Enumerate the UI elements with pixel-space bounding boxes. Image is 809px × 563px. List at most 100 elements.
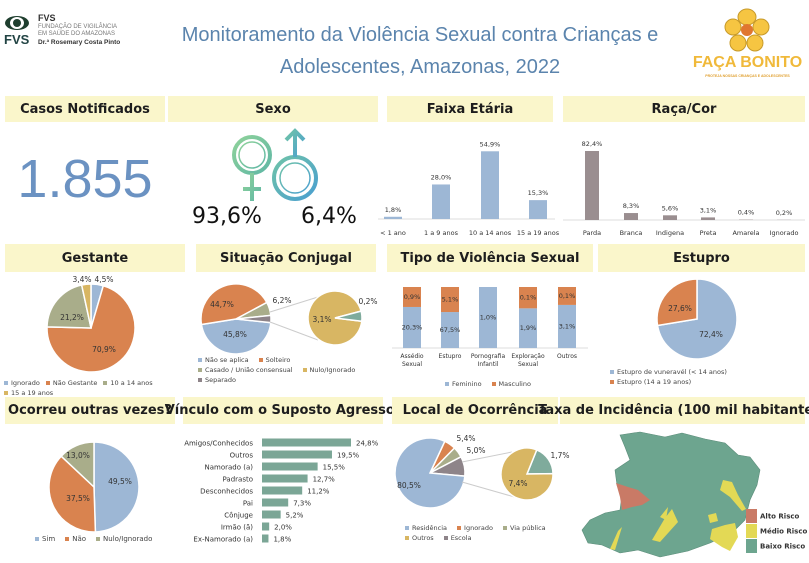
faixa-bar	[481, 151, 499, 219]
gestante-slice	[46, 284, 136, 373]
tipo-category-label: Sexual	[402, 361, 422, 368]
tipo-bar-masculino	[558, 287, 576, 305]
local-sub-slice	[500, 447, 554, 501]
map-region-medio-risco	[610, 480, 746, 551]
legend-label: Escola	[450, 534, 472, 542]
legend-item: Separado	[198, 376, 236, 384]
tipo-bar-feminino	[479, 287, 497, 348]
legend-label: Não Gestante	[52, 379, 98, 387]
vinculo-category-label: Ex-Namorado (a)	[193, 536, 253, 544]
legend-swatch	[445, 382, 449, 386]
local-connector	[461, 451, 513, 463]
local-label: 5,0%	[466, 446, 485, 455]
fvs-logo-line3: Dr.ª Rosemary Costa Pinto	[38, 39, 121, 46]
vinculo-bar	[262, 486, 303, 495]
legend-item: Masculino	[491, 380, 531, 388]
legend-label: Estupro (14 a 19 anos)	[617, 378, 692, 386]
fvs-logo-line2: EM SAÚDE DO AMAZONAS	[38, 31, 116, 37]
legend-item: Feminino	[445, 380, 482, 388]
vinculo-bar	[262, 498, 289, 507]
map-legend-medio: Médio Risco	[760, 528, 807, 536]
vinculo-bar	[262, 438, 351, 447]
tipo-category-label: Estupro	[439, 353, 462, 360]
ocorreu-slice	[93, 441, 140, 533]
raca-category-label: Preta	[700, 229, 717, 237]
sexo-masculino-value: 6,4%	[301, 204, 357, 229]
gestante-label: 3,4%	[72, 275, 91, 284]
raca-category-label: Indigena	[656, 229, 684, 237]
faixa-bar	[432, 184, 450, 219]
tipo-bar-feminino	[558, 304, 576, 348]
situacao-label: 6,2%	[272, 296, 291, 305]
raca-data-label: 0,2%	[776, 209, 793, 217]
gestante-header: Gestante	[5, 244, 185, 272]
tipo-data-label: 3,1%	[559, 322, 576, 330]
legend-item: Ignorado	[457, 524, 493, 532]
vinculo-category-label: Padrasto	[223, 476, 253, 484]
ocorreu-slice	[48, 455, 97, 533]
gestante-slice	[46, 284, 92, 329]
vinculo-category-label: Outros	[230, 452, 254, 460]
tipo-legend: Feminino Masculino	[445, 380, 531, 388]
faixa-data-label: 1,8%	[385, 206, 402, 214]
legend-item: Nulo/Ignorado	[302, 366, 355, 374]
raca-data-label: 82,4%	[582, 140, 603, 148]
page-title-line2: Adolescentes, Amazonas, 2022	[279, 56, 561, 78]
vinculo-data-label: 15,5%	[323, 464, 346, 472]
mapa-header: Taxa de Incidência (100 mil habitantes)	[538, 397, 809, 424]
legend-label: Sim	[42, 535, 56, 543]
situacao-connector	[269, 296, 319, 313]
fvs-logo: FVS FVS FUNDAÇÃO DE VIGILÂNCIA EM SAÚDE …	[4, 12, 154, 54]
raca-category-label: Amarela	[732, 229, 759, 237]
legend-swatch	[103, 381, 108, 385]
legend-swatch	[302, 368, 307, 372]
legend-label: Estupro de vuneravél (< 14 anos)	[617, 368, 727, 376]
legend-swatch	[198, 368, 202, 372]
faixa-bar	[529, 200, 547, 219]
legend-label: 10 a 14 anos	[110, 379, 153, 387]
legend-swatch	[96, 537, 101, 541]
estupro-legend: Estupro de vuneravél (< 14 anos) Estupro …	[610, 368, 800, 386]
ocorreu-label: 37,5%	[66, 494, 90, 503]
ocorreu-label: 49,5%	[108, 477, 132, 486]
tipo-data-label: 1,0%	[480, 314, 497, 322]
legend-item: Via pública	[502, 524, 546, 532]
tipo-data-label: 5,1%	[442, 296, 459, 304]
tipo-category-label: Pornografia	[471, 353, 506, 360]
page-title-line1: Monitoramento da Violência Sexual contra…	[181, 24, 659, 46]
legend-swatch	[502, 526, 507, 530]
legend-label: Outros	[412, 534, 434, 542]
legend-swatch	[198, 358, 202, 362]
vinculo-data-label: 1,8%	[273, 536, 291, 544]
map-legend-baixo: Baixo Risco	[760, 543, 805, 551]
situacao-label: 44,7%	[210, 300, 234, 309]
legend-label: Separado	[205, 376, 236, 384]
legend-label: Casado / União consensual	[205, 366, 293, 374]
male-symbol-icon	[272, 128, 318, 201]
tipo-data-label: 0,1%	[559, 292, 576, 300]
situacao-connector	[269, 321, 319, 341]
legend-item: Residência	[405, 524, 447, 532]
legend-swatch	[610, 380, 614, 384]
vinculo-bar	[262, 534, 269, 543]
vinculo-category-label: Pai	[243, 500, 253, 508]
estupro-label: 72,4%	[699, 330, 723, 339]
raca-data-label: 5,6%	[662, 204, 679, 212]
legend-item: Solteiro	[258, 356, 290, 364]
gestante-slice	[80, 283, 92, 329]
vinculo-data-label: 5,2%	[286, 512, 304, 520]
tipo-data-label: 1,9%	[520, 324, 537, 332]
faca-bonito-text: FAÇA BONITO	[692, 54, 803, 71]
faixa-category-label: 15 a 19 anos	[517, 229, 560, 237]
legend-item: 10 a 14 anos	[103, 379, 153, 387]
local-legend: Residência Ignorado Via pública Outros Escol…	[405, 524, 560, 542]
legend-label: Ignorado	[11, 379, 40, 387]
tipo-bar-masculino	[403, 287, 421, 307]
map-legend-alto: Alto Risco	[760, 513, 800, 521]
raca-bar	[585, 151, 599, 220]
faixa-header: Faixa Etária	[387, 96, 553, 122]
vinculo-data-label: 7,3%	[293, 500, 311, 508]
legend-label: 15 a 19 anos	[11, 389, 54, 397]
faixa-bar	[384, 216, 402, 219]
faca-bonito-logo: FAÇA BONITO PROTEJA NOSSAS CRIANÇAS E AD…	[690, 8, 805, 83]
